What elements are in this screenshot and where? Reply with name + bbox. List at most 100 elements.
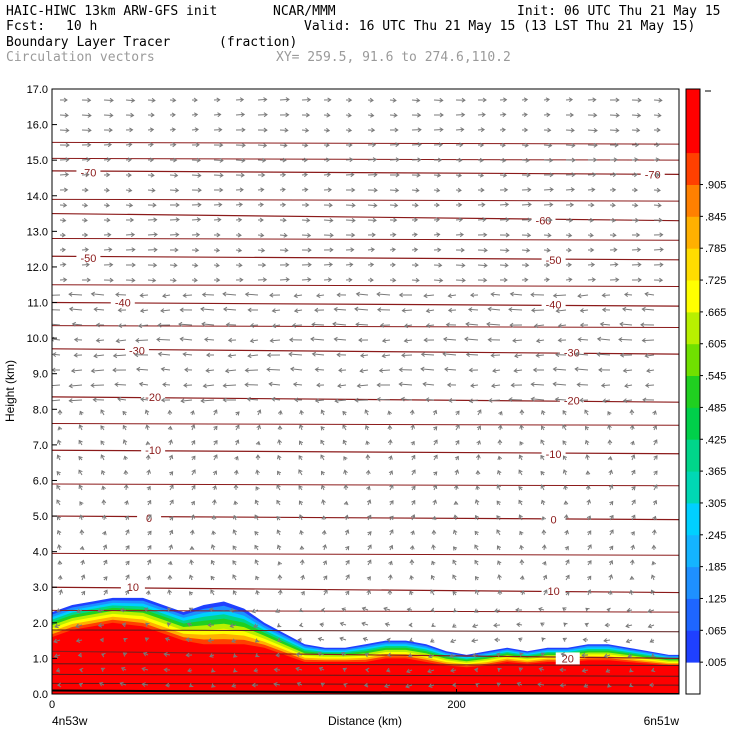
- vector-arrowhead: [57, 426, 63, 431]
- vector-arrowhead: [219, 158, 224, 163]
- vector-arrowhead: [629, 409, 635, 414]
- vector-arrow: [578, 294, 589, 297]
- vector-arrowhead: [100, 425, 105, 430]
- vector-arrowhead: [519, 409, 525, 414]
- vector-arrowhead: [70, 368, 76, 374]
- vector-arrow: [597, 338, 611, 341]
- vector-arrowhead: [618, 337, 623, 342]
- vector-arrow: [578, 338, 589, 341]
- vector-arrowhead: [255, 469, 260, 474]
- vector-arrow: [116, 339, 127, 342]
- vector-arrowhead: [108, 127, 113, 133]
- vector-arrowhead: [385, 667, 391, 673]
- vector-arrowhead: [367, 531, 372, 536]
- vector-arrowhead: [188, 683, 194, 688]
- vector-arrowhead: [474, 667, 479, 673]
- vector-arrowhead: [191, 455, 196, 460]
- vector-arrowhead: [373, 203, 378, 208]
- contour-line-extra-4: [52, 609, 679, 613]
- vector-arrowhead: [318, 666, 324, 672]
- vector-arrowhead: [455, 439, 460, 445]
- vector-arrowhead: [146, 485, 151, 491]
- vector-arrowhead: [364, 652, 370, 658]
- vector-arrowhead: [629, 668, 634, 673]
- vector-arrowhead: [446, 382, 452, 388]
- vector-arrowhead: [172, 97, 177, 103]
- vector-arrow: [140, 294, 149, 297]
- vector-arrowhead: [319, 622, 324, 628]
- vector-arrowhead: [254, 499, 259, 504]
- vector-arrowhead: [101, 514, 107, 520]
- colorbar-swatch: [686, 566, 700, 599]
- vector-arrowhead: [271, 323, 277, 329]
- vector-arrow: [160, 309, 171, 312]
- vector-arrowhead: [445, 322, 450, 328]
- vector-arrowhead: [63, 187, 69, 193]
- vector-arrowhead: [388, 455, 393, 460]
- vector-arrowhead: [169, 499, 174, 504]
- vector-arrowhead: [345, 590, 350, 595]
- vector-arrowhead: [128, 187, 133, 193]
- vector-arrowhead: [656, 187, 661, 193]
- vector-arrowhead: [406, 607, 411, 613]
- vector-arrowhead: [503, 97, 508, 103]
- vector-arrow: [245, 293, 259, 296]
- vector-arrow: [389, 158, 400, 161]
- vector-arrowhead: [254, 559, 259, 564]
- vector-arrowhead: [387, 424, 393, 430]
- vector-arrowhead: [488, 398, 493, 403]
- vector-arrowhead: [262, 157, 267, 163]
- vector-arrowhead: [546, 112, 551, 118]
- vector-arrowhead: [394, 187, 400, 193]
- vector-arrowhead: [78, 484, 83, 489]
- vector-arrowhead: [97, 608, 102, 614]
- vector-arrowhead: [207, 638, 212, 643]
- contour-label-0-1: 0: [551, 515, 557, 527]
- vector-arrowhead: [415, 277, 420, 283]
- vector-arrow: [298, 469, 303, 476]
- vector-arrowhead: [343, 683, 348, 688]
- vector-arrowhead: [153, 262, 158, 268]
- vector-arrow: [521, 249, 530, 252]
- vector-arrowhead: [494, 608, 499, 613]
- vector-arrowhead: [249, 338, 255, 344]
- colorbar-label: .305: [705, 498, 726, 510]
- vector-arrow: [164, 653, 171, 656]
- vector-arrowhead: [188, 574, 194, 579]
- vector-arrow: [59, 263, 66, 266]
- vector-arrowhead: [122, 424, 127, 430]
- vector-arrowhead: [124, 515, 129, 520]
- vector-arrow: [468, 308, 479, 311]
- colorbar-swatch: [686, 598, 700, 631]
- vector-arrowhead: [106, 157, 111, 163]
- vector-arrowhead: [545, 262, 551, 268]
- vector-arrowhead: [61, 247, 67, 253]
- vector-arrowhead: [526, 232, 532, 238]
- vector-arrowhead: [624, 292, 629, 297]
- vector-arrowhead: [584, 439, 590, 445]
- vector-arrowhead: [628, 682, 634, 688]
- vector-arrowhead: [537, 682, 542, 687]
- vector-arrowhead: [329, 247, 334, 253]
- vector-arrowhead: [256, 409, 262, 414]
- vector-arrowhead: [298, 424, 304, 429]
- vector-arrowhead: [283, 232, 288, 238]
- vector-arrowhead: [234, 455, 239, 461]
- colorbar-label: .065: [705, 625, 726, 637]
- vector-arrow: [233, 529, 237, 536]
- vector-arrowhead: [636, 247, 642, 253]
- vector-arrowhead: [179, 336, 184, 342]
- vector-arrow: [138, 324, 149, 327]
- vector-arrowhead: [255, 653, 260, 658]
- vector-arrowhead: [350, 247, 355, 253]
- vector-arrowhead: [57, 409, 63, 414]
- vector-arrowhead: [54, 623, 59, 629]
- vector-arrowhead: [401, 352, 406, 358]
- vector-arrowhead: [630, 544, 635, 549]
- colorbar-label: .425: [705, 434, 726, 446]
- vector-arrowhead: [367, 514, 372, 520]
- vector-arrowhead: [409, 637, 414, 642]
- vector-arrowhead: [345, 559, 350, 565]
- vector-arrow: [180, 338, 193, 341]
- vector-arrow: [59, 114, 68, 117]
